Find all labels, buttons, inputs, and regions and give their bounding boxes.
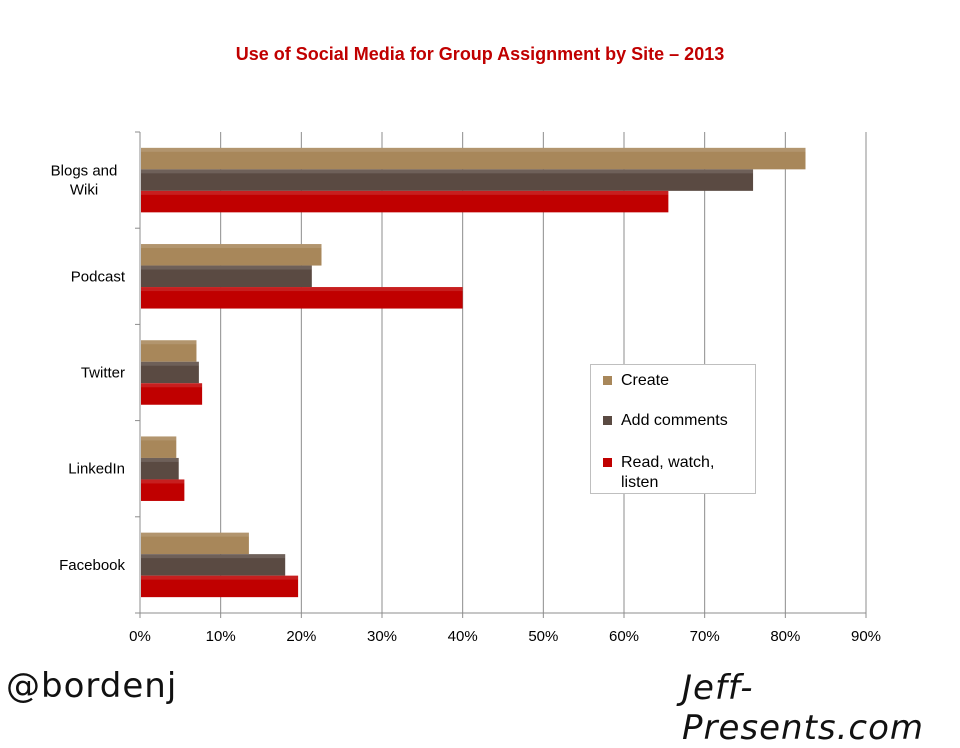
bar-highlight (141, 190, 669, 195)
bar-highlight (141, 575, 299, 580)
bar-highlight (141, 265, 312, 270)
x-tick-label: 90% (851, 628, 881, 645)
y-category-label: Facebook (59, 557, 125, 574)
bar-read-watch-listen (141, 575, 299, 598)
bar-chart: 0% 10% 20% 30% 40% 50% 60% 70% 80% 90% Blogs and Wi… (51, 131, 881, 645)
legend-label-add-comments: Add comments (621, 412, 728, 429)
bar-read-watch-listen (141, 479, 185, 501)
bar-add-comments (141, 361, 199, 384)
y-category-label: Twitter (81, 365, 125, 382)
bar-highlight (141, 169, 754, 174)
y-category-label: Podcast (71, 268, 126, 285)
y-category-label: LinkedIn (68, 461, 125, 478)
bar-highlight (141, 244, 322, 249)
bar-add-comments (141, 457, 179, 480)
x-tick-label: 10% (206, 628, 236, 645)
bar-highlight (141, 147, 806, 152)
legend-swatch-add-comments (603, 416, 612, 425)
bar-add-comments (141, 265, 312, 288)
bar-create (141, 436, 177, 458)
website-signature: Jeff-Presents.com (682, 668, 925, 748)
x-tick-label: 30% (367, 628, 397, 645)
bar-read-watch-listen (141, 190, 669, 213)
chart-title: Use of Social Media for Group Assignment… (235, 44, 725, 64)
x-tick-label: 0% (129, 628, 151, 645)
legend-label-create: Create (621, 372, 670, 389)
x-tick-label: 80% (770, 628, 800, 645)
x-tick-label: 20% (286, 628, 316, 645)
bar-highlight (141, 479, 185, 484)
bar-create (141, 340, 197, 362)
x-tick-label: 70% (690, 628, 720, 645)
bar-highlight (141, 436, 177, 441)
chart-legend: Create Add comments Read, watch, listen (590, 364, 756, 494)
bar-create (141, 244, 322, 266)
x-tick-label: 50% (528, 628, 558, 645)
twitter-handle-signature: @bordenj (6, 666, 178, 706)
bar-highlight (141, 457, 179, 462)
bar-create (141, 147, 806, 170)
y-category-label: Blogs and (51, 163, 118, 180)
bar-highlight (141, 340, 197, 345)
bar-highlight (141, 532, 249, 537)
bar-highlight (141, 554, 286, 559)
x-tick-label: 40% (448, 628, 478, 645)
legend-swatch-create (603, 376, 612, 385)
bar-read-watch-listen (141, 287, 463, 309)
x-tick-label: 60% (609, 628, 639, 645)
bar-highlight (141, 287, 463, 292)
bar-highlight (141, 383, 203, 388)
legend-label-read-watch-listen: Read, watch, listen (621, 454, 715, 491)
bar-add-comments (141, 169, 754, 191)
y-category-label: Wiki (70, 182, 98, 199)
bar-read-watch-listen (141, 383, 203, 405)
bar-highlight (141, 361, 199, 366)
bar-create (141, 532, 249, 555)
bar-add-comments (141, 554, 286, 576)
legend-swatch-read-watch-listen (603, 458, 612, 467)
